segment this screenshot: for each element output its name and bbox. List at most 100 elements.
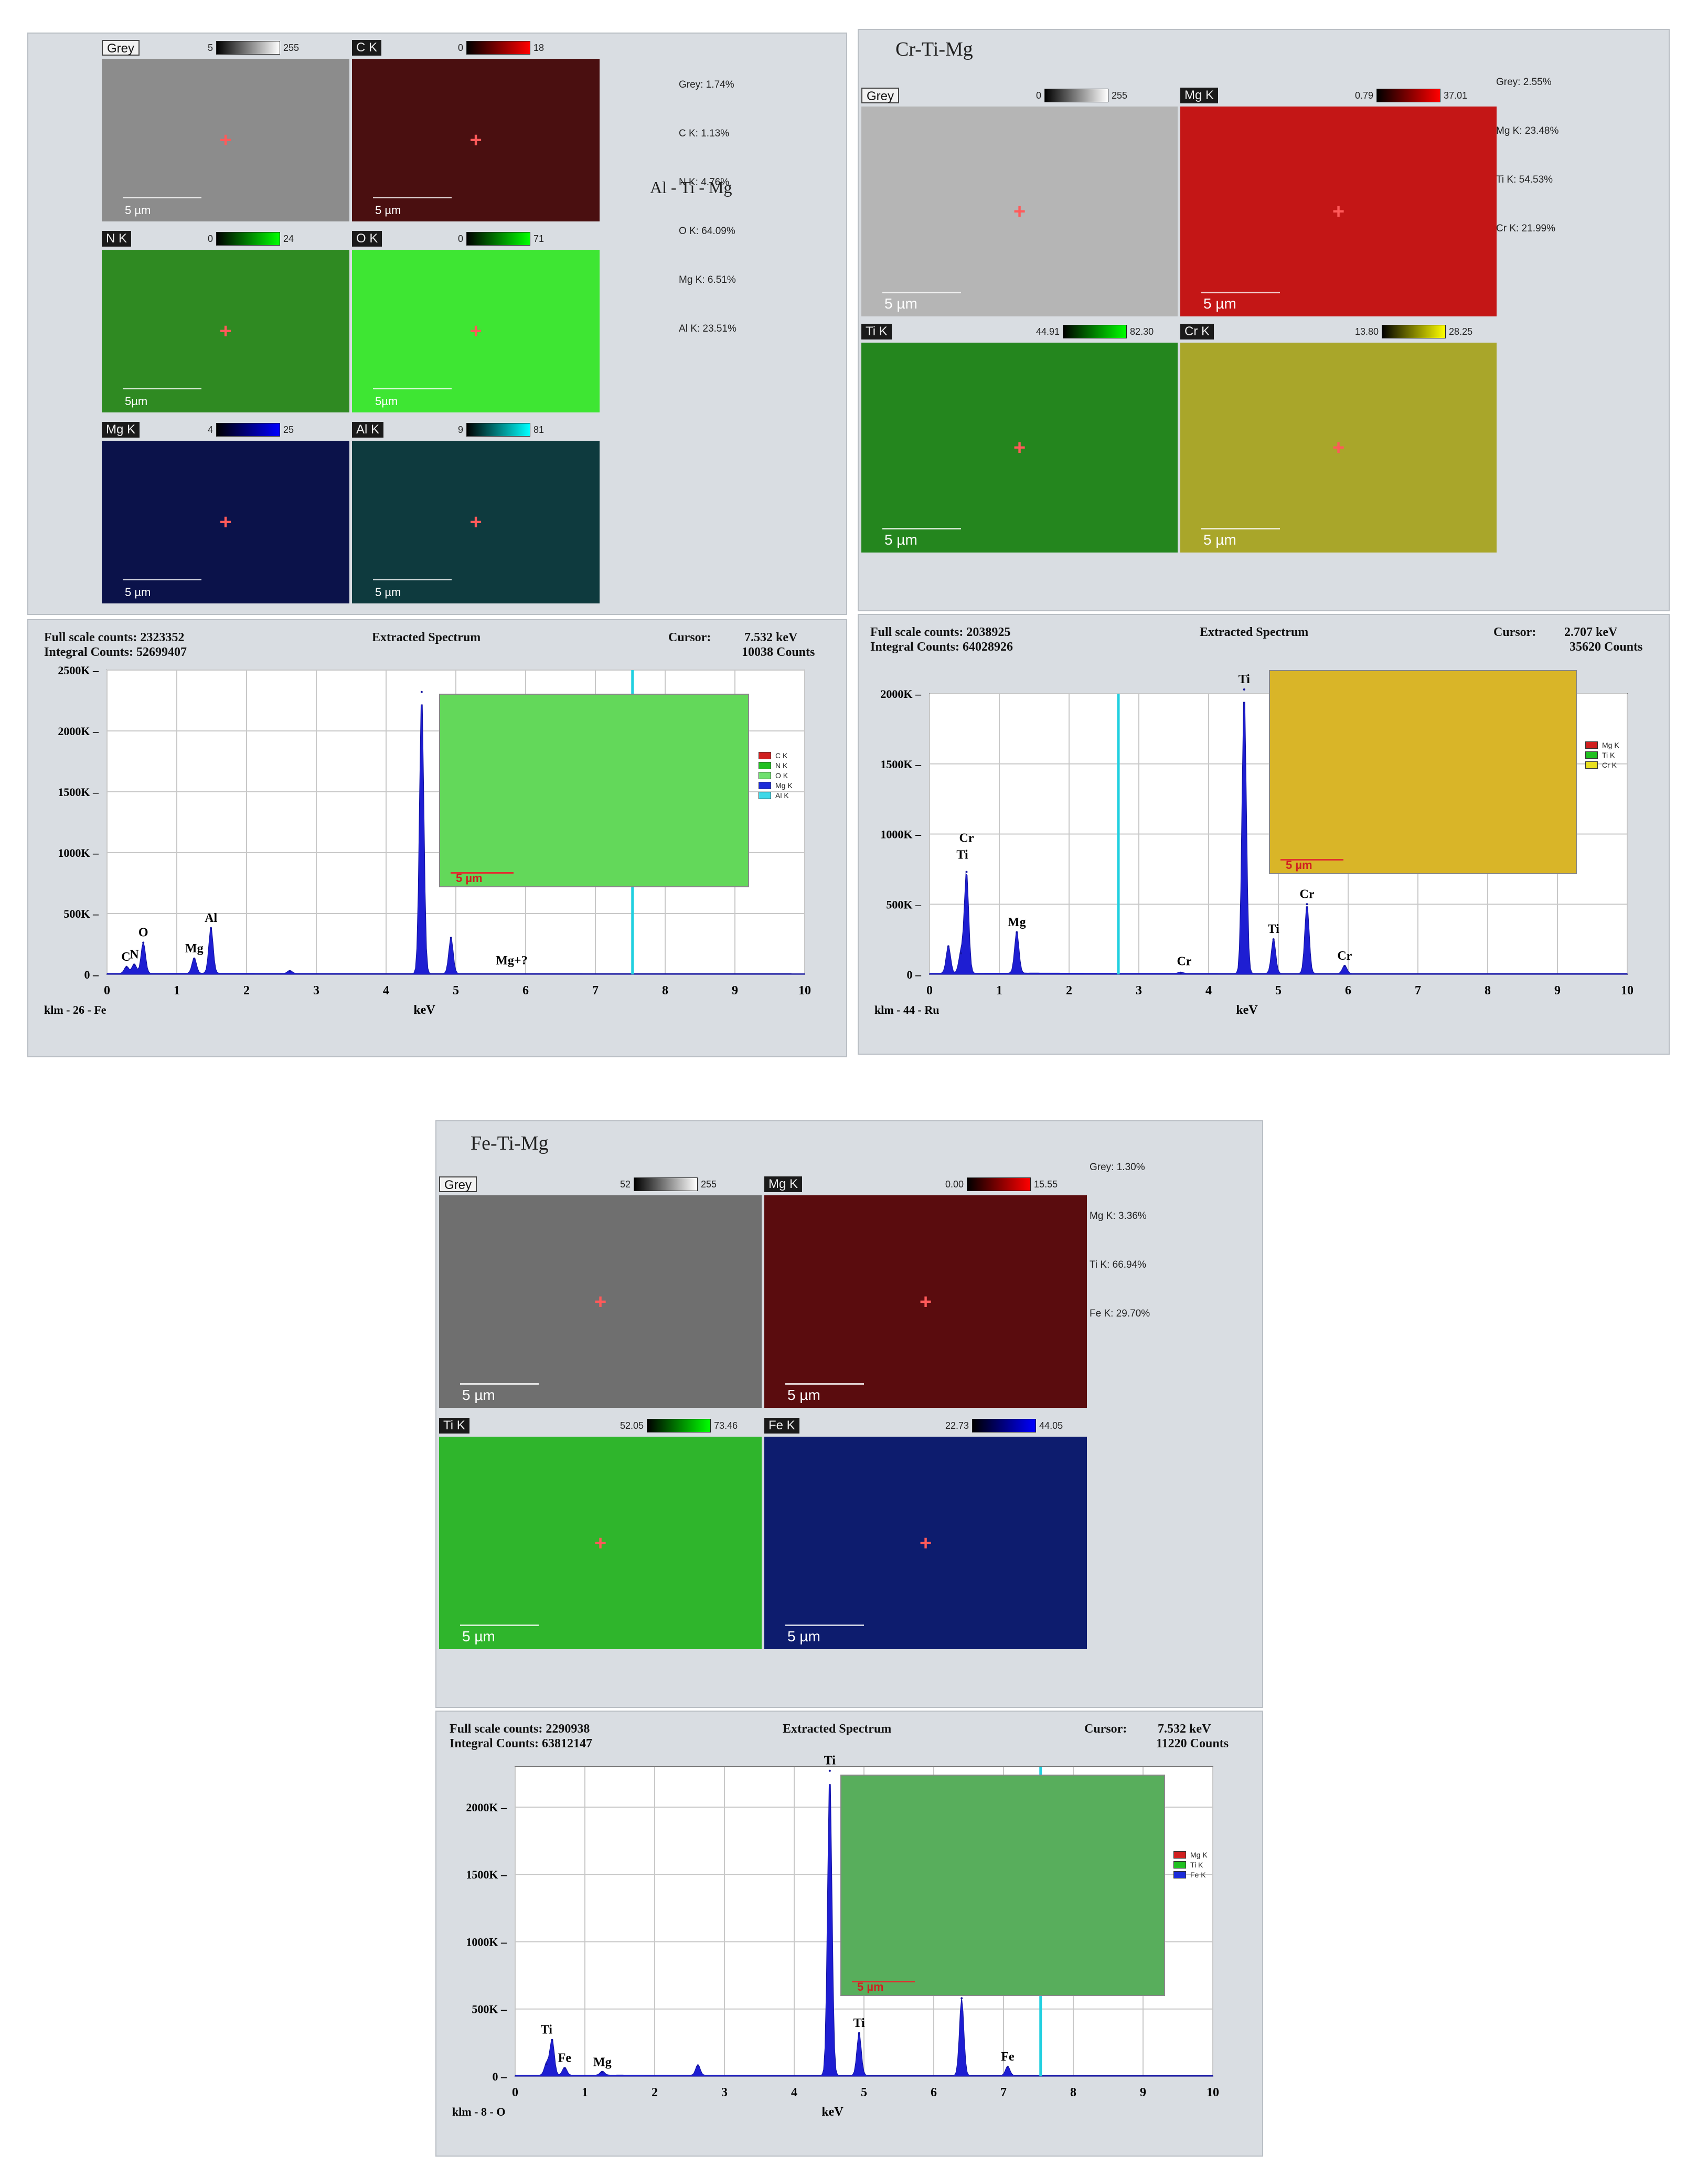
inset-scale-bar xyxy=(852,1981,915,1982)
peak-label: Ti xyxy=(1239,673,1251,686)
element-map[interactable]: +5 µm xyxy=(352,441,600,603)
scale-max: 255 xyxy=(283,42,300,53)
cursor-label: Cursor: xyxy=(668,631,711,644)
spectrum-peak xyxy=(1272,938,1275,941)
intensity-scale: 0 255 xyxy=(1036,88,1127,103)
spectrum-peak xyxy=(450,937,452,939)
fetimg-percentages: Grey: 1.30% Mg K: 3.36% Ti K: 66.94% Fe … xyxy=(1090,1127,1150,1354)
element-map[interactable]: +5 µm xyxy=(352,59,600,221)
intensity-scale: 9 81 xyxy=(458,422,544,438)
full-scale-counts: Full scale counts: 2290938 xyxy=(450,1722,590,1736)
scale-min: 22.73 xyxy=(945,1420,969,1431)
peak-label: Mg+? xyxy=(496,954,527,968)
intensity-scale: 0 24 xyxy=(208,231,294,247)
x-tick-label: 4 xyxy=(1205,984,1212,997)
peak-label: N xyxy=(130,948,139,961)
legend-text: Mg K xyxy=(1602,741,1619,749)
scale-bar xyxy=(373,197,452,198)
element-map[interactable]: +5 µm xyxy=(102,441,349,603)
spectrum-peak xyxy=(1306,903,1308,906)
scale-bar-label: 5 µm xyxy=(1203,532,1236,548)
element-map[interactable]: +5 µm xyxy=(439,1195,762,1408)
scale-gradient xyxy=(967,1177,1031,1191)
x-tick-label: 5 xyxy=(1275,984,1282,997)
x-tick-label: 3 xyxy=(721,2086,728,2099)
element-map[interactable]: +5 µm xyxy=(102,59,349,221)
element-map[interactable]: +5 µm xyxy=(764,1437,1087,1649)
cursor-label: Cursor: xyxy=(1084,1722,1127,1736)
scale-max: 15.55 xyxy=(1034,1179,1058,1190)
scale-bar xyxy=(785,1383,864,1385)
scale-gradient xyxy=(1063,325,1127,338)
scale-bar xyxy=(460,1625,539,1626)
fetimg-map-panel: Fe-Ti-Mg Grey: 1.30% Mg K: 3.36% Ti K: 6… xyxy=(435,1120,1263,1708)
intensity-scale: 52 255 xyxy=(620,1176,717,1192)
legend-item: Fe K xyxy=(1173,1871,1208,1879)
element-map[interactable]: +5 µm xyxy=(861,343,1178,553)
map-label: Mg K xyxy=(764,1176,803,1192)
element-map[interactable]: +5 µm xyxy=(439,1437,762,1649)
x-tick-label: 0 xyxy=(512,2086,518,2099)
spectrum-peak xyxy=(858,2032,860,2034)
spectrum-peak xyxy=(965,871,968,873)
legend-swatch xyxy=(759,772,771,779)
x-tick-label: 2 xyxy=(652,2086,658,2099)
element-map[interactable]: +5 µm xyxy=(1180,107,1497,316)
peak-label: Ti xyxy=(956,848,968,862)
sample-label: klm - 26 - Fe xyxy=(44,1003,106,1016)
element-map[interactable]: +5µm xyxy=(102,250,349,412)
y-tick-label: 500K – xyxy=(472,2003,507,2016)
peak-label: C xyxy=(121,950,130,964)
crtimg-title: Cr-Ti-Mg xyxy=(895,38,973,60)
pct-line: N K: 4.76% xyxy=(679,177,730,188)
integral-counts: Integral Counts: 64028926 xyxy=(870,640,1013,654)
spectrum-peak xyxy=(563,2067,566,2069)
spectrum-peak xyxy=(545,2063,548,2065)
element-map[interactable]: +5 µm xyxy=(764,1195,1087,1408)
legend-text: C K xyxy=(775,751,788,760)
scale-min: 0 xyxy=(208,233,214,244)
legend-text: Cr K xyxy=(1602,761,1617,769)
cursor-cross-icon: + xyxy=(1332,436,1345,459)
spectrum-peak xyxy=(1006,2066,1009,2068)
legend-text: Ti K xyxy=(1602,751,1615,759)
spectrum-peak xyxy=(289,970,291,973)
scale-bar xyxy=(373,579,452,580)
spectrum-peak xyxy=(193,957,196,960)
scale-min: 0.79 xyxy=(1355,90,1374,101)
scale-gradient xyxy=(216,232,281,246)
legend-swatch xyxy=(1173,1861,1186,1869)
scale-bar-label: 5 µm xyxy=(787,1387,820,1403)
integral-counts: Integral Counts: 52699407 xyxy=(44,645,187,659)
map-label: Fe K xyxy=(764,1418,799,1434)
element-map[interactable]: +5 µm xyxy=(1180,343,1497,553)
cursor-cross-icon: + xyxy=(919,1290,932,1313)
pct-line: Grey: 2.55% xyxy=(1496,77,1552,88)
element-map[interactable]: +5 µm xyxy=(861,107,1178,316)
scale-min: 9 xyxy=(458,424,464,435)
spectrum-peak xyxy=(960,1997,963,2000)
x-tick-label: 10 xyxy=(798,984,811,997)
y-tick-label: 0 – xyxy=(84,968,100,981)
map-label: Grey xyxy=(439,1176,477,1192)
x-tick-label: 1 xyxy=(996,984,1002,997)
y-tick-label: 1000K – xyxy=(58,846,99,859)
cursor-cross-icon: + xyxy=(919,1531,932,1555)
scale-max: 37.01 xyxy=(1444,90,1468,101)
pct-line: Fe K: 29.70% xyxy=(1090,1308,1150,1319)
inset-legend: Mg K Ti K Cr K xyxy=(1585,741,1619,771)
peak-label: Ti xyxy=(1268,922,1280,936)
inset-scale-bar xyxy=(1280,859,1343,861)
spectrum-area xyxy=(515,1784,1213,2077)
legend-swatch xyxy=(759,782,771,789)
legend-text: Mg K xyxy=(1190,1851,1208,1859)
spectrum-panel-fetimg: Full scale counts: 2290938 Integral Coun… xyxy=(435,1711,1263,2157)
sample-label: klm - 44 - Ru xyxy=(874,1003,939,1016)
scale-bar xyxy=(1201,292,1280,293)
element-map[interactable]: +5µm xyxy=(352,250,600,412)
x-tick-label: 9 xyxy=(732,984,738,997)
spectrum-title: Extracted Spectrum xyxy=(783,1722,892,1736)
peak-label: Cr xyxy=(1300,887,1315,901)
pct-line: C K: 1.13% xyxy=(679,128,730,139)
cursor-counts: 10038 Counts xyxy=(742,645,815,659)
